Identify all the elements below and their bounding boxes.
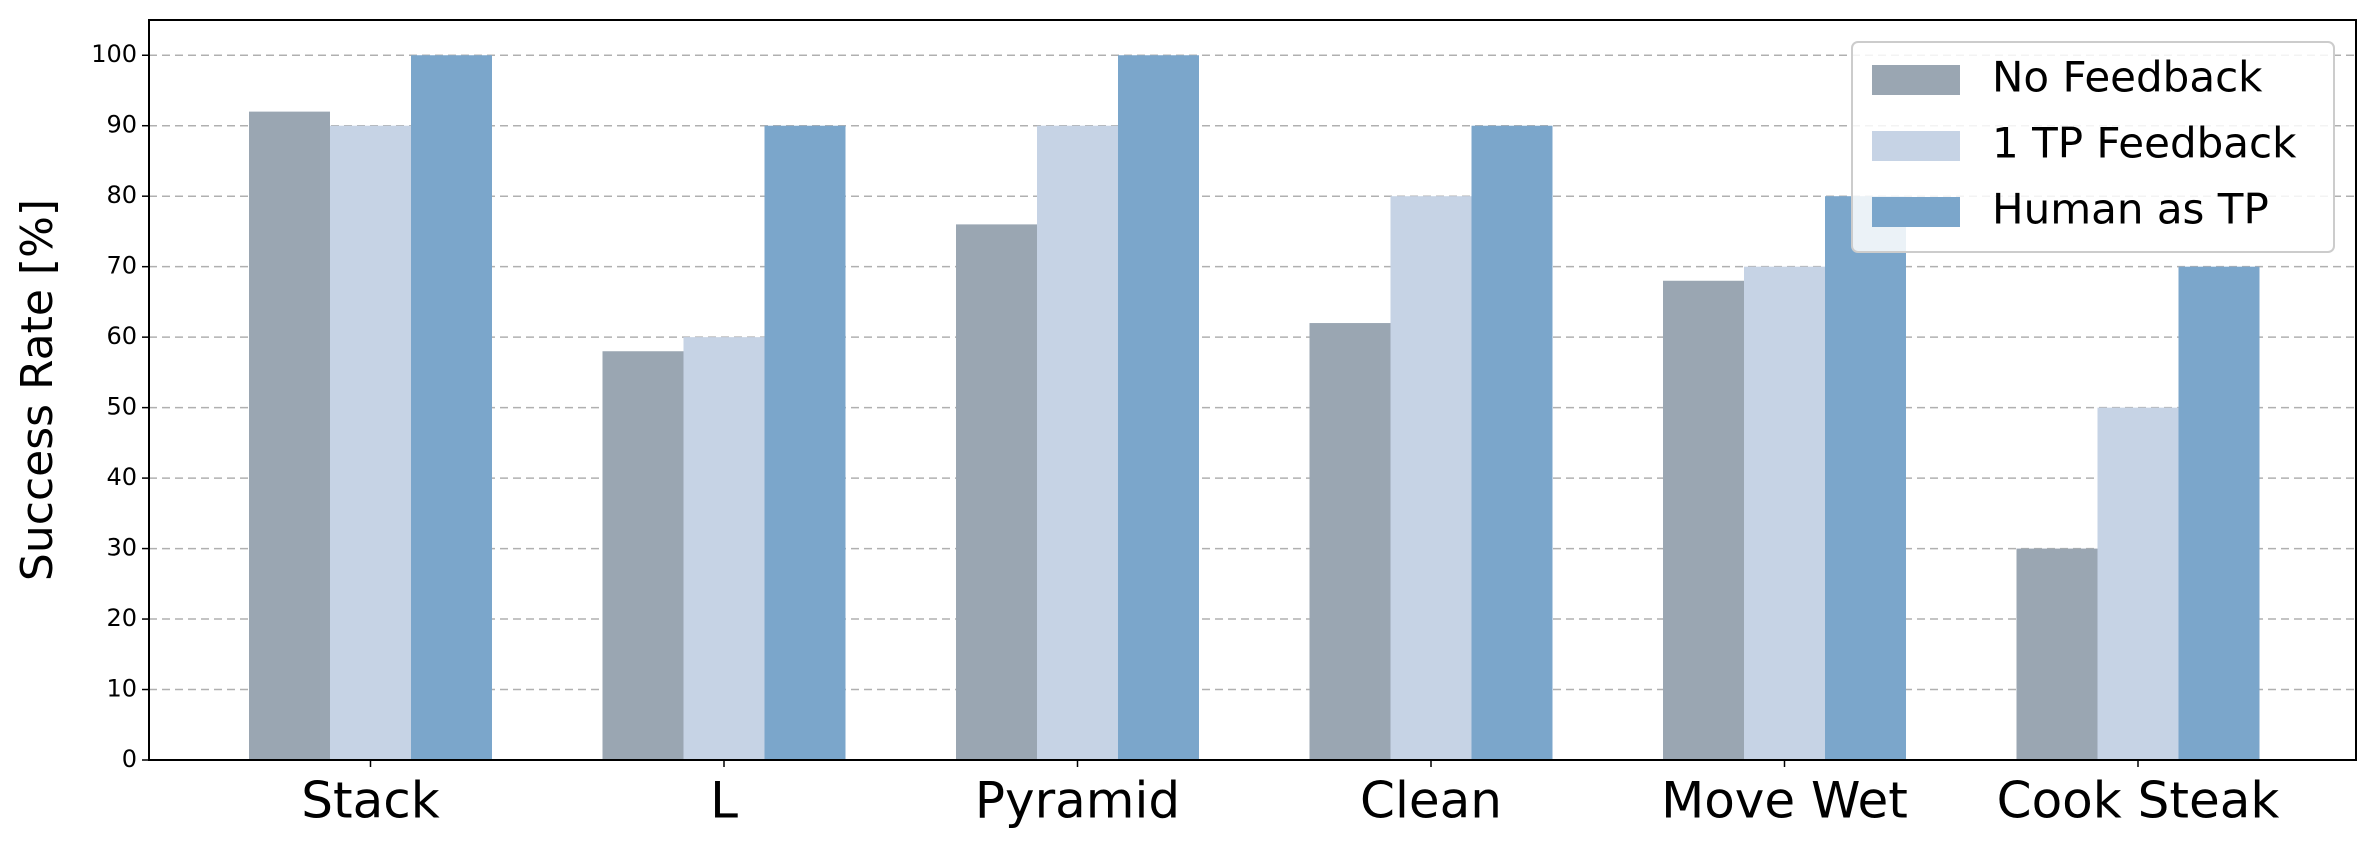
y-tick-label: 80 [106,181,137,209]
plot-frame [148,19,2357,761]
y-tick-label: 20 [106,604,137,632]
bar [602,351,684,760]
y-tick-label: 30 [106,534,137,562]
y-axis-label: Success Rate [%] [12,199,63,581]
bar [956,224,1037,760]
legend-label: Human as TP [1992,185,2269,234]
bar [1309,323,1391,760]
bar [1390,196,1472,760]
legend-box [1851,41,2335,253]
legend-swatch [1872,65,1960,95]
legend-label: No Feedback [1992,53,2263,102]
bar [249,111,330,761]
y-tick-label: 90 [106,111,137,139]
y-tick-label: 100 [91,40,137,68]
bar [1825,196,1906,760]
x-tick-label: Pyramid [975,772,1180,830]
x-tick-label: Cook Steak [1997,772,2280,830]
legend-label: 1 TP Feedback [1992,119,2297,168]
y-tick-label: 50 [106,393,137,421]
bar [1471,125,1553,760]
bar [411,55,492,760]
y-tick-label: 0 [122,745,137,773]
bar [1663,280,1744,760]
bar [764,125,846,760]
legend: No Feedback 1 TP Feedback Human as TP [1851,41,2335,253]
x-tick-label: L [710,772,738,830]
x-tick-label: Move Wet [1661,772,1908,830]
bar [2097,407,2179,760]
legend-swatch [1872,131,1960,161]
y-tick-label: 10 [106,675,137,703]
x-tick-label: Clean [1360,772,1502,830]
bar [683,337,765,760]
x-tick-label: Stack [301,772,439,830]
legend-swatch [1872,197,1960,227]
bar [2016,548,2098,760]
y-tick-label: 40 [106,463,137,491]
bar [1118,55,1199,760]
y-tick-label: 60 [106,322,137,350]
bar [1037,125,1118,760]
bar [1744,266,1825,760]
y-tick-label: 70 [106,252,137,280]
bar [2178,266,2260,760]
bar [330,125,411,760]
